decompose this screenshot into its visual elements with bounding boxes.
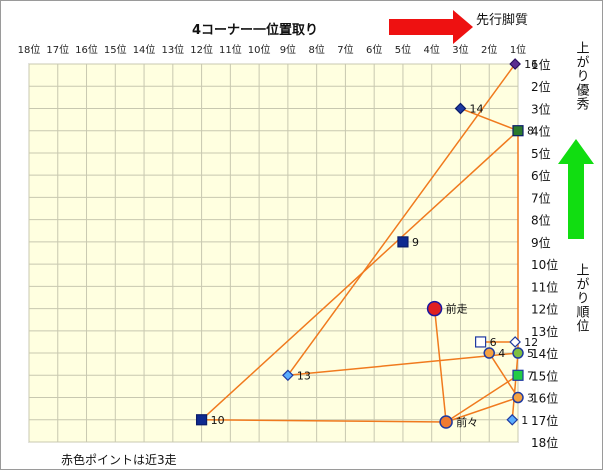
series-line: [287, 63, 516, 376]
series-line: [445, 396, 519, 423]
point-label: 1: [521, 414, 528, 427]
y-tick-label: 1位: [531, 57, 551, 72]
x-tick-label: 4位: [424, 43, 440, 56]
point-label: 13: [297, 369, 311, 382]
series-line: [511, 352, 519, 420]
x-tick-label: 18位: [18, 43, 41, 56]
x-tick-label: 10位: [248, 43, 271, 56]
y-tick-label: 2位: [531, 79, 551, 94]
grid: [28, 63, 519, 443]
x-tick-label: 2位: [481, 43, 497, 56]
plot-area: [28, 63, 519, 443]
data-point: [475, 336, 487, 348]
series-points: [195, 58, 524, 429]
data-point: [483, 347, 495, 359]
y-tick-label: 10位: [531, 257, 558, 272]
x-tick-label: 9位: [280, 43, 296, 56]
data-point: [195, 414, 208, 426]
data-point: [512, 125, 524, 137]
y-tick-label: 5位: [531, 146, 551, 161]
data-point: [426, 300, 443, 317]
data-point: [282, 369, 294, 382]
y-tick-label: 9位: [531, 235, 551, 250]
y-tick-label: 11位: [531, 279, 558, 294]
data-point: [439, 415, 453, 429]
x-tick-label: 16位: [75, 43, 98, 56]
side-label-bottom: 上がり順位: [574, 263, 590, 333]
x-tick-label: 12位: [190, 43, 213, 56]
y-tick-label: 7位: [531, 190, 551, 205]
arrow-label-right: 先行脚質: [476, 12, 528, 28]
y-tick-label: 4位: [531, 124, 551, 139]
point-label: 4: [498, 347, 505, 360]
y-tick-label: 6位: [531, 168, 551, 183]
x-tick-label: 11位: [219, 43, 242, 56]
y-tick-label: 13位: [531, 324, 558, 339]
point-label: 10: [211, 414, 225, 427]
x-tick-label: 5位: [395, 43, 411, 56]
footer-note: 赤色ポイントは近3走: [61, 453, 177, 467]
data-point: [509, 58, 521, 70]
arrow-up-icon: [558, 139, 594, 239]
point-label: 14: [469, 102, 483, 115]
data-point: [512, 369, 524, 381]
y-axis-ticks: 1位 2位 3位 4位 5位 6位 7位 8位 9位 10位 11位 12位 13位 14位 15位 16位 1…: [531, 57, 558, 450]
arrow-right-icon: [389, 10, 473, 44]
x-tick-label: 13位: [161, 43, 184, 56]
point-label: 9: [412, 236, 419, 249]
point-label: 5: [527, 347, 534, 360]
point-label: 12: [524, 336, 538, 349]
point-label: 16: [524, 58, 538, 71]
data-point: [512, 347, 524, 359]
series-line: [433, 308, 447, 423]
point-label: 前走: [446, 302, 468, 316]
point-label: 3: [527, 392, 534, 405]
x-tick-label: 17位: [46, 43, 69, 56]
data-point: [509, 336, 521, 348]
y-tick-label: 16位: [531, 391, 558, 406]
chart-title: 4コーナー一位置取り: [192, 22, 318, 38]
x-tick-label: 3位: [452, 43, 468, 56]
y-tick-label: 8位: [531, 213, 551, 228]
x-tick-label: 6位: [366, 43, 382, 56]
point-label: 6: [490, 336, 497, 349]
x-tick-label: 15位: [104, 43, 127, 56]
series-line: [488, 352, 519, 398]
point-label: 前々: [456, 415, 478, 429]
series-line: [201, 419, 447, 423]
side-label-top: 上がり優秀: [574, 41, 590, 111]
x-tick-label: 1位: [510, 43, 526, 56]
y-tick-label: 3位: [531, 101, 551, 116]
point-label: 8: [527, 125, 534, 138]
data-point: [397, 236, 409, 248]
data-point: [506, 413, 519, 426]
y-tick-label: 17位: [531, 413, 558, 428]
y-tick-label: 18位: [531, 435, 558, 450]
x-axis-ticks: 18位 17位 16位 15位 14位 13位 12位 11位 10位 9位 8位 7位 6位 5位 4位 3…: [18, 43, 527, 56]
series-line: [445, 374, 519, 423]
point-label: 7: [527, 369, 534, 382]
series-line: [287, 352, 519, 377]
y-tick-label: 12位: [531, 302, 558, 317]
data-point: [512, 391, 524, 404]
data-point: [454, 102, 467, 115]
x-tick-label: 14位: [133, 43, 156, 56]
y-tick-label: 14位: [531, 346, 558, 361]
x-tick-label: 8位: [308, 43, 324, 56]
x-tick-label: 7位: [337, 43, 353, 56]
point-labels: 16 14 8 9 前走 6 12 4 5 7 13 3 1 10 前々: [211, 58, 539, 429]
y-tick-label: 15位: [531, 368, 558, 383]
